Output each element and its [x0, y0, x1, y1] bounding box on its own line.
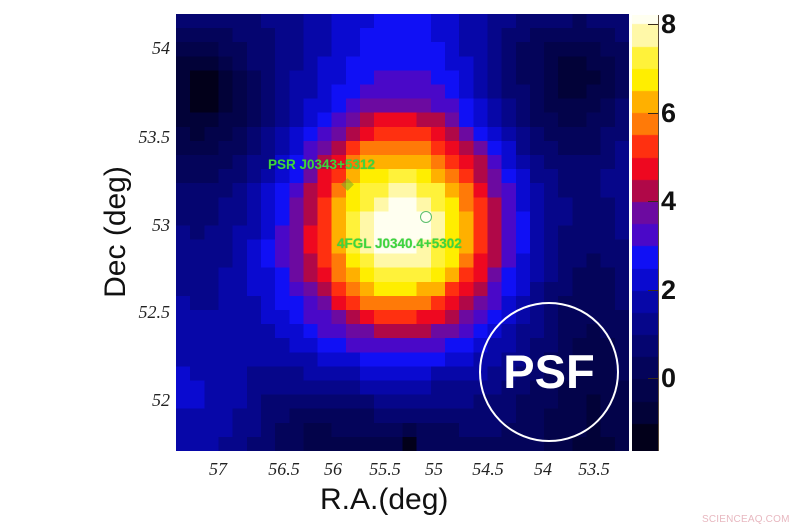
- x-axis-title: R.A.(deg): [320, 483, 449, 516]
- colorbar-tick: [648, 378, 658, 379]
- colorbar-tick-label: 2: [661, 275, 677, 305]
- psr-source-label: PSR J0343+5312: [268, 157, 375, 172]
- x-tick-label: 55: [425, 459, 443, 479]
- x-tick-label: 54.5: [472, 459, 504, 479]
- y-tick-label: 53: [152, 215, 170, 235]
- x-tick-label: 56: [324, 459, 342, 479]
- y-tick-label: 53.5: [138, 127, 171, 147]
- fgl-source-label: 4FGL J0340.4+5302: [337, 236, 462, 251]
- psf-circle-icon: [479, 302, 619, 442]
- y-tick-label: 54: [152, 38, 170, 58]
- colorbar-tick: [648, 24, 658, 25]
- x-tick-label: 57: [209, 459, 227, 479]
- colorbar-gradient: [632, 15, 659, 451]
- x-tick-label: 55.5: [369, 459, 401, 479]
- x-tick-label: 56.5: [268, 459, 300, 479]
- y-axis-title: Dec (deg): [99, 166, 132, 298]
- skymap-heatmap: [176, 14, 629, 451]
- fgl-circle-marker-icon: [420, 211, 432, 223]
- colorbar-axis-line: [658, 15, 659, 451]
- x-tick-label: 53.5: [578, 459, 610, 479]
- colorbar: [632, 15, 659, 451]
- colorbar-tick: [648, 290, 658, 291]
- y-tick-label: 52: [152, 390, 170, 410]
- colorbar-tick: [648, 201, 658, 202]
- x-tick-label: 54: [534, 459, 552, 479]
- colorbar-tick-label: 8: [661, 9, 677, 39]
- psf-label: PSF: [503, 345, 595, 398]
- colorbar-tick: [648, 113, 658, 114]
- colorbar-tick-label: 0: [661, 363, 677, 393]
- colorbar-tick-label: 6: [661, 98, 677, 128]
- y-tick-label: 52.5: [138, 302, 171, 322]
- watermark: SCIENCEAQ.COM: [702, 514, 790, 525]
- colorbar-tick-label: 4: [661, 186, 677, 216]
